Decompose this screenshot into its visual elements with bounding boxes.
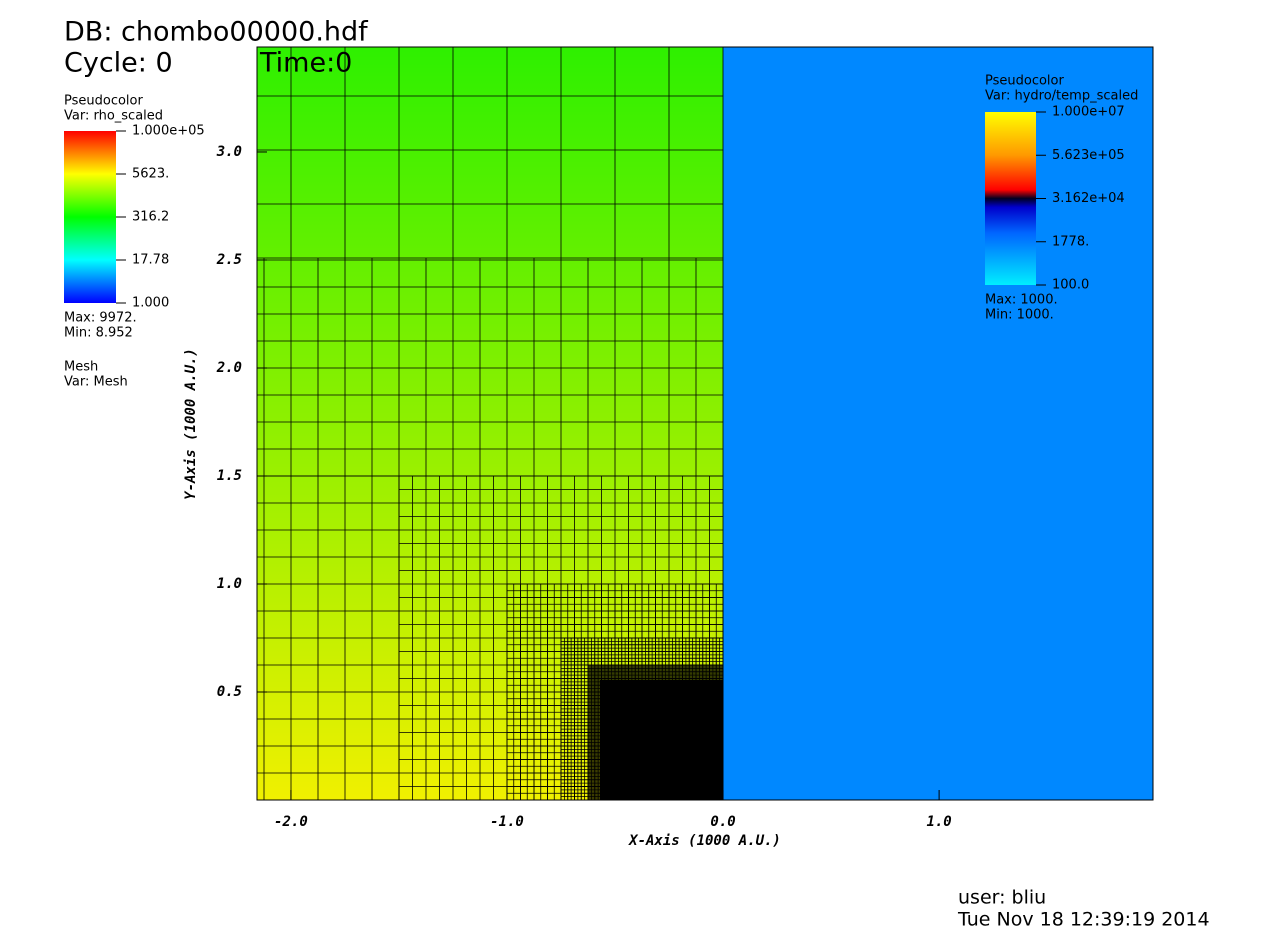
legend-min: Min: 1000. [985, 308, 1054, 323]
time: Time:0 [259, 48, 352, 79]
legend-var: Var: hydro/temp_scaled [985, 89, 1138, 104]
legend-min: Min: 8.952 [64, 326, 133, 341]
legend-var: Var: rho_scaled [64, 109, 163, 124]
x-axis-title: X-Axis (1000 A.U.) [628, 833, 781, 849]
field-right [723, 47, 1153, 800]
x-tick-label: 0.0 [710, 814, 735, 830]
legend-title: Pseudocolor [985, 74, 1064, 89]
colorbar-tick-label: 17.78 [132, 253, 169, 268]
colorbar-tick-label: 3.162e+04 [1052, 191, 1125, 206]
date: Tue Nov 18 12:39:19 2014 [957, 909, 1210, 931]
mesh-lines [257, 47, 724, 259]
cycle: Cycle: 0 [64, 48, 173, 79]
legend-max: Max: 1000. [985, 293, 1058, 308]
colorbar-tick-label: 5.623e+05 [1052, 148, 1125, 163]
plot-frame [256, 46, 1154, 801]
y-tick-label: 1.0 [217, 576, 242, 592]
y-tick-label: 3.0 [216, 144, 242, 160]
x-tick-label: -1.0 [490, 814, 524, 830]
mesh-legend-title: Mesh [64, 360, 98, 375]
user: user: bliu [958, 887, 1046, 909]
legend-max: Max: 9972. [64, 311, 137, 326]
y-tick-label: 0.5 [217, 684, 242, 700]
mesh-legend-var: Var: Mesh [64, 375, 128, 390]
y-tick-label: 2.0 [216, 360, 242, 376]
db-name: DB: chombo00000.hdf [64, 17, 369, 48]
colorbar-tick-label: 5623. [132, 167, 169, 182]
y-axis-title: Y-Axis (1000 A.U.) [183, 348, 199, 500]
colorbar-tick-label: 100.0 [1052, 278, 1089, 293]
colorbar-tick-label: 316.2 [132, 210, 169, 225]
mesh-dense [600, 680, 723, 800]
colorbar-tick-label: 1778. [1052, 234, 1089, 249]
legend-title: Pseudocolor [64, 94, 143, 109]
colorbar-tick-label: 1.000 [132, 296, 169, 311]
x-tick-label: 1.0 [926, 814, 951, 830]
colorbar [64, 131, 116, 303]
y-tick-label: 1.5 [217, 468, 242, 484]
colorbar [985, 112, 1036, 285]
mesh [257, 47, 724, 801]
colorbar-tick-label: 1.000e+07 [1052, 105, 1125, 120]
x-tick-label: -2.0 [274, 814, 308, 830]
y-tick-label: 2.5 [216, 252, 242, 268]
colorbar-tick-label: 1.000e+05 [132, 124, 205, 139]
